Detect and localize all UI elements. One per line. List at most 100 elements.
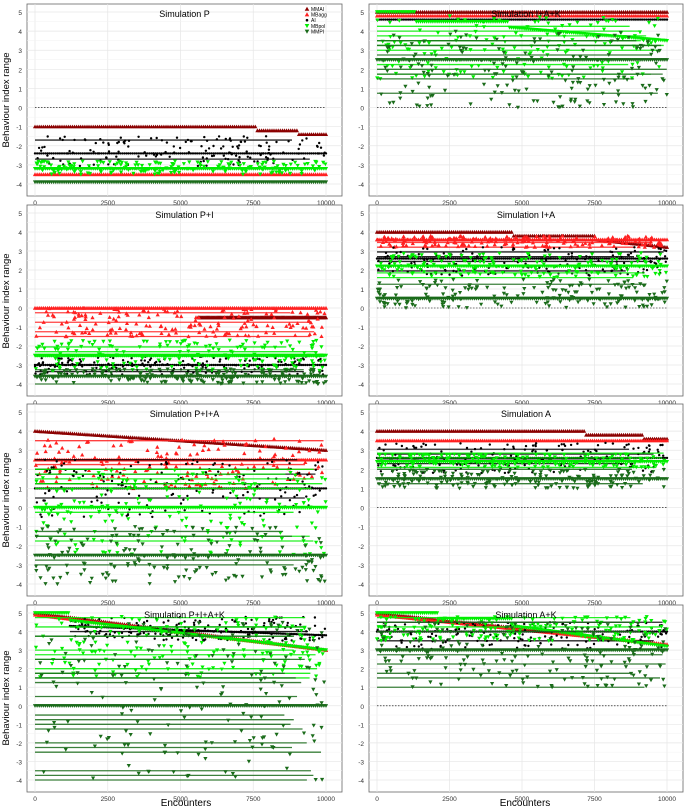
data-point xyxy=(650,48,655,53)
data-point xyxy=(197,162,203,166)
data-point xyxy=(605,257,609,260)
data-point xyxy=(219,375,224,380)
data-point xyxy=(549,70,554,75)
data-point xyxy=(316,363,319,367)
data-point xyxy=(173,151,176,154)
data-point xyxy=(96,352,102,357)
data-point xyxy=(259,153,262,157)
data-point xyxy=(545,267,548,270)
data-point xyxy=(557,105,562,110)
data-point xyxy=(257,165,262,170)
data-point xyxy=(615,38,620,42)
data-point xyxy=(425,104,430,108)
data-point xyxy=(279,171,284,176)
data-point xyxy=(44,152,47,155)
data-point xyxy=(223,169,228,174)
data-point xyxy=(553,257,557,260)
data-point xyxy=(242,347,247,352)
data-point xyxy=(90,315,95,320)
data-point xyxy=(220,363,224,367)
data-point xyxy=(66,152,69,155)
data-point xyxy=(265,323,270,328)
data-point xyxy=(504,257,507,260)
data-point xyxy=(235,161,240,166)
data-point xyxy=(411,18,414,21)
y-tick-label: -1 xyxy=(358,125,364,132)
data-point xyxy=(147,163,152,167)
data-point xyxy=(76,312,81,316)
data-point xyxy=(260,365,263,368)
data-point xyxy=(50,312,55,317)
data-point xyxy=(142,167,147,172)
data-point xyxy=(228,151,231,154)
data-point xyxy=(244,357,249,362)
data-point xyxy=(272,377,277,382)
data-point xyxy=(137,152,141,155)
data-point xyxy=(306,363,309,367)
data-point xyxy=(301,139,304,142)
data-point xyxy=(533,18,536,21)
data-point xyxy=(252,341,257,346)
data-point xyxy=(269,312,274,316)
data-point xyxy=(283,380,288,384)
data-point xyxy=(496,47,502,51)
data-point xyxy=(402,18,406,21)
data-point xyxy=(143,359,146,362)
data-point xyxy=(298,310,303,315)
data-point xyxy=(447,14,452,19)
data-point xyxy=(481,246,485,249)
data-point xyxy=(163,309,168,313)
data-point xyxy=(578,18,582,21)
data-point xyxy=(50,152,53,155)
data-point xyxy=(318,360,323,364)
x-tick-label: 5000 xyxy=(515,200,530,207)
data-point xyxy=(181,379,186,384)
data-point xyxy=(321,160,326,165)
data-point xyxy=(588,66,593,71)
data-point xyxy=(71,151,75,154)
data-point xyxy=(39,149,43,152)
data-point xyxy=(227,363,230,367)
data-point xyxy=(529,56,534,60)
data-point xyxy=(287,378,292,382)
data-point xyxy=(72,168,77,173)
data-point xyxy=(419,64,425,68)
data-point xyxy=(160,153,163,156)
data-point xyxy=(139,363,143,367)
data-point xyxy=(179,314,184,319)
data-point xyxy=(198,378,204,383)
data-point xyxy=(552,247,556,250)
data-point xyxy=(116,314,121,319)
data-point xyxy=(201,164,206,169)
data-point xyxy=(83,363,87,367)
data-point xyxy=(114,348,119,353)
data-point xyxy=(492,90,497,95)
data-point xyxy=(137,331,142,335)
data-point xyxy=(407,59,412,63)
data-point xyxy=(284,324,289,328)
data-point xyxy=(216,323,221,328)
data-point xyxy=(56,165,61,170)
data-point xyxy=(318,363,321,367)
data-point xyxy=(41,361,45,364)
chart-title: Simulation P xyxy=(159,9,210,19)
data-point xyxy=(175,377,180,382)
data-point xyxy=(193,152,197,155)
data-point xyxy=(316,152,320,155)
data-point xyxy=(214,363,217,367)
data-point xyxy=(454,257,457,260)
data-point xyxy=(587,84,592,88)
data-point xyxy=(655,255,658,259)
data-point xyxy=(54,152,57,155)
data-point xyxy=(196,315,201,320)
data-point xyxy=(642,268,645,271)
data-point xyxy=(323,132,329,136)
data-point xyxy=(655,16,660,21)
data-point xyxy=(654,88,659,92)
y-tick-label: 2 xyxy=(18,67,22,74)
data-point xyxy=(42,152,45,155)
data-point xyxy=(514,61,519,66)
data-point xyxy=(109,371,114,375)
